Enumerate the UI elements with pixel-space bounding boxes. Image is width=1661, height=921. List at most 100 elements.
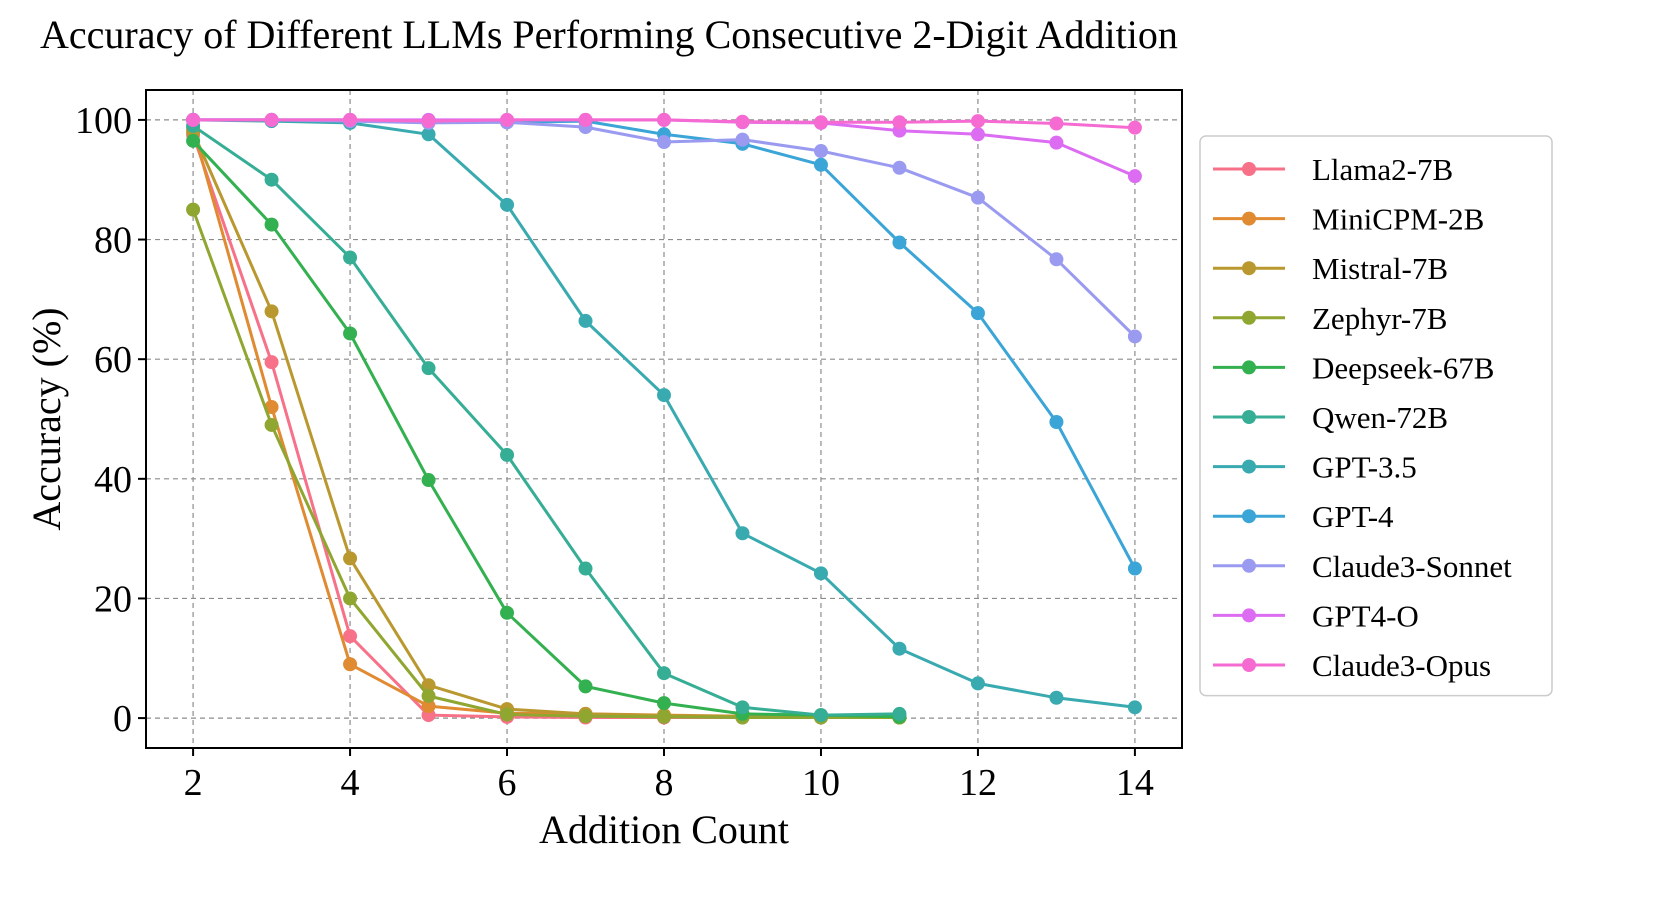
data-point-claude3-opus bbox=[970, 114, 985, 129]
legend-label: MiniCPM-2B bbox=[1312, 202, 1484, 237]
series-llama2-7b bbox=[186, 127, 907, 725]
x-tick-label: 6 bbox=[498, 762, 517, 804]
legend: Llama2-7B MiniCPM-2B Mistral-7B Zephyr-7B De… bbox=[1199, 135, 1553, 697]
legend-swatch-marker bbox=[1242, 459, 1256, 474]
y-tick-label: 60 bbox=[94, 339, 132, 381]
data-point-zephyr-7b bbox=[343, 591, 358, 606]
legend-label: Claude3-Sonnet bbox=[1312, 549, 1512, 584]
data-point-claude3-sonnet bbox=[970, 190, 985, 205]
y-tick-label: 100 bbox=[75, 100, 132, 142]
data-point-mistral-7b bbox=[343, 551, 358, 566]
legend-item-deepseek-67b: Deepseek-67B bbox=[1213, 350, 1495, 385]
y-tick-label: 20 bbox=[94, 578, 132, 620]
data-point-gpt-3-5 bbox=[1127, 700, 1142, 715]
series-qwen-72b bbox=[186, 118, 907, 723]
data-point-claude3-sonnet bbox=[735, 132, 750, 147]
data-point-claude3-opus bbox=[1049, 116, 1064, 131]
legend-item-llama2-7b: Llama2-7B bbox=[1213, 152, 1453, 187]
legend-item-mistral-7b: Mistral-7B bbox=[1213, 251, 1448, 286]
chart-title: Accuracy of Different LLMs Performing Co… bbox=[40, 12, 1178, 57]
data-point-claude3-opus bbox=[892, 115, 907, 130]
data-point-deepseek-67b bbox=[343, 326, 358, 341]
data-point-qwen-72b bbox=[421, 361, 436, 376]
legend-swatch-marker bbox=[1242, 558, 1256, 573]
y-tick-label: 0 bbox=[113, 698, 132, 740]
data-point-claude3-opus bbox=[657, 112, 671, 127]
x-tick-label: 14 bbox=[1116, 762, 1154, 804]
series-line-deepseek-67b bbox=[192, 139, 900, 719]
data-point-gpt-3-5 bbox=[421, 127, 436, 142]
data-point-zephyr-7b bbox=[186, 202, 201, 217]
series-line-minicpm-2b bbox=[191, 128, 900, 719]
axis-ticks: 2 4 6 8 10 12 14 0 20 40 60 80 100 bbox=[75, 100, 1154, 804]
data-point-gpt4-o bbox=[1049, 135, 1064, 150]
data-point-zephyr-7b bbox=[657, 709, 671, 724]
data-point-qwen-72b bbox=[735, 700, 750, 715]
legend-item-gpt-4: GPT-4 bbox=[1213, 499, 1394, 534]
x-axis-label: Addition Count bbox=[539, 807, 789, 852]
legend-swatch-marker bbox=[1242, 608, 1256, 623]
legend-item-zephyr-7b: Zephyr-7B bbox=[1213, 301, 1447, 336]
data-point-claude3-sonnet bbox=[657, 135, 671, 150]
data-point-deepseek-67b bbox=[657, 696, 671, 711]
data-point-claude3-sonnet bbox=[892, 160, 907, 175]
series-deepseek-67b bbox=[186, 133, 907, 724]
series-line-llama2-7b bbox=[191, 134, 900, 719]
legend-label: Claude3-Opus bbox=[1312, 648, 1491, 683]
data-point-claude3-opus bbox=[343, 112, 358, 127]
legend-label: Mistral-7B bbox=[1312, 251, 1448, 286]
data-point-mistral-7b bbox=[264, 304, 279, 319]
data-point-gpt-4 bbox=[970, 306, 985, 321]
data-point-gpt-4 bbox=[1049, 414, 1064, 429]
data-point-claude3-opus bbox=[1127, 120, 1142, 135]
data-point-gpt-3-5 bbox=[735, 526, 750, 541]
data-point-claude3-opus bbox=[264, 112, 279, 127]
data-point-deepseek-67b bbox=[186, 133, 201, 148]
data-point-minicpm-2b bbox=[264, 400, 279, 415]
legend-swatch-marker bbox=[1242, 261, 1256, 276]
data-point-llama2-7b bbox=[264, 355, 279, 370]
data-point-gpt4-o bbox=[1127, 169, 1142, 184]
series-claude3-opus bbox=[186, 112, 1142, 135]
x-tick-label: 2 bbox=[184, 762, 203, 804]
legend-label: GPT4-O bbox=[1312, 598, 1419, 633]
data-point-qwen-72b bbox=[578, 561, 593, 576]
legend-swatch-marker bbox=[1242, 509, 1256, 524]
legend-item-gpt4-o: GPT4-O bbox=[1213, 598, 1419, 633]
data-point-deepseek-67b bbox=[421, 473, 436, 488]
data-point-gpt-3-5 bbox=[813, 566, 828, 581]
data-point-qwen-72b bbox=[892, 706, 907, 721]
legend-label: Llama2-7B bbox=[1312, 152, 1453, 187]
data-point-llama2-7b bbox=[343, 629, 358, 644]
data-point-mistral-7b bbox=[421, 678, 436, 693]
series-line-mistral-7b bbox=[191, 131, 900, 719]
data-point-claude3-opus bbox=[813, 115, 828, 130]
data-point-zephyr-7b bbox=[264, 417, 279, 432]
legend-swatch-marker bbox=[1242, 658, 1256, 672]
series-line-qwen-72b bbox=[192, 124, 900, 717]
legend-label: Qwen-72B bbox=[1312, 400, 1448, 435]
data-point-claude3-sonnet bbox=[1049, 252, 1064, 267]
x-tick-label: 10 bbox=[802, 762, 840, 804]
x-tick-label: 12 bbox=[959, 762, 997, 804]
legend-label: GPT-3.5 bbox=[1312, 450, 1417, 485]
data-point-minicpm-2b bbox=[421, 699, 436, 714]
y-axis-label: Accuracy (%) bbox=[24, 307, 69, 530]
legend-item-qwen-72b: Qwen-72B bbox=[1213, 400, 1448, 435]
data-point-gpt-3-5 bbox=[578, 313, 593, 328]
data-point-qwen-72b bbox=[657, 666, 671, 681]
data-point-zephyr-7b bbox=[500, 707, 515, 722]
data-point-deepseek-67b bbox=[500, 605, 515, 620]
legend-swatch-marker bbox=[1242, 410, 1256, 424]
series-minicpm-2b bbox=[186, 121, 907, 725]
data-point-claude3-opus bbox=[421, 114, 436, 129]
data-point-gpt-3-5 bbox=[892, 641, 907, 656]
legend-label: Zephyr-7B bbox=[1312, 301, 1447, 336]
legend-swatch-marker bbox=[1242, 360, 1256, 375]
gridlines bbox=[146, 90, 1182, 748]
data-point-gpt-3-5 bbox=[1049, 690, 1064, 705]
data-point-minicpm-2b bbox=[343, 657, 358, 672]
data-point-gpt-3-5 bbox=[970, 676, 985, 691]
data-point-gpt-3-5 bbox=[657, 388, 671, 403]
